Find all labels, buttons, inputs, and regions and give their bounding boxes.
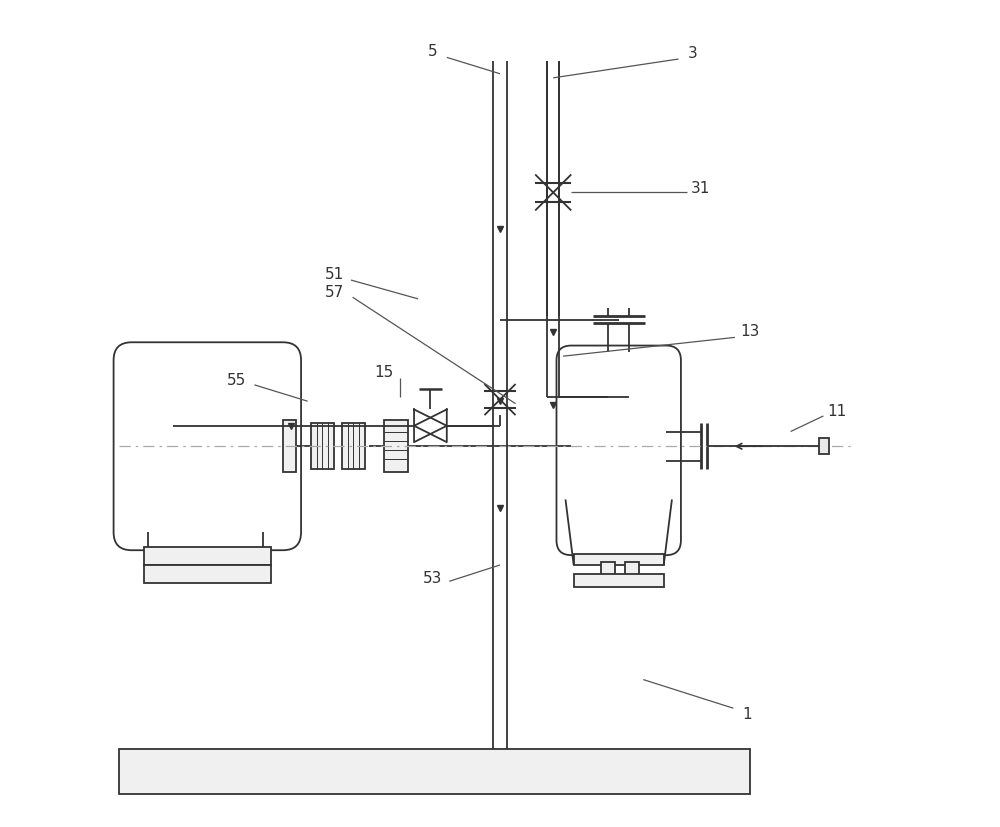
Text: 15: 15 [374, 365, 393, 380]
Text: 57: 57 [325, 284, 344, 300]
Text: 3: 3 [688, 45, 697, 61]
Text: 53: 53 [423, 571, 443, 586]
Text: 13: 13 [740, 324, 759, 339]
Bar [144, 565, 271, 583]
Bar [601, 562, 615, 576]
Bar [625, 562, 639, 576]
Text: 5: 5 [428, 44, 438, 60]
Bar [384, 420, 408, 472]
Text: 31: 31 [691, 181, 710, 196]
Bar [342, 423, 365, 469]
Text: 51: 51 [325, 267, 344, 282]
Bar [819, 438, 829, 454]
Text: 1: 1 [742, 707, 752, 722]
Bar [119, 749, 750, 794]
Bar [283, 420, 296, 472]
Text: 55: 55 [227, 373, 246, 388]
Bar [574, 554, 664, 565]
Bar [574, 574, 664, 587]
Text: 11: 11 [828, 404, 847, 418]
Bar [311, 423, 334, 469]
Bar [144, 547, 271, 565]
